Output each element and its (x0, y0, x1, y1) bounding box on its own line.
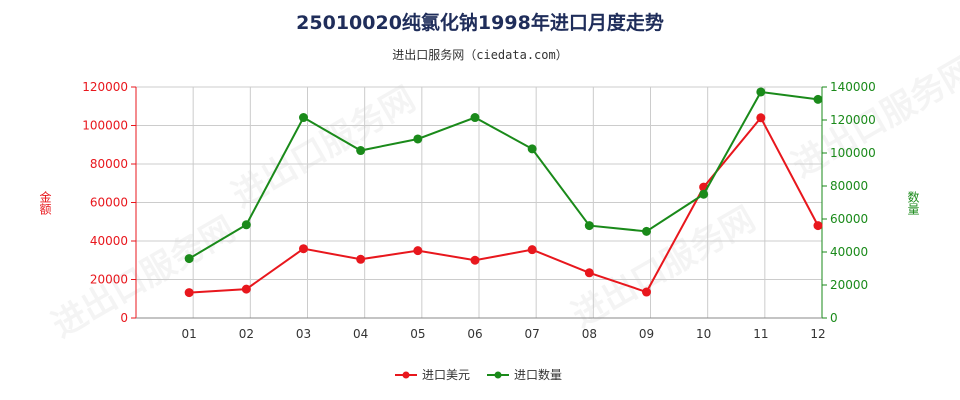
x-tick-label-03: 03 (296, 327, 311, 341)
y-right-tick-label-1: 20000 (830, 278, 868, 292)
series-0-point-08 (584, 268, 594, 278)
y-left-tick-label-4: 80000 (90, 157, 128, 171)
series-1-point-04 (356, 146, 366, 156)
y-right-tick-label-7: 140000 (830, 80, 876, 94)
x-tick-label-01: 01 (182, 327, 197, 341)
y-left-tick-label-2: 40000 (90, 234, 128, 248)
x-tick-label-06: 06 (467, 327, 482, 341)
series-line-1 (188, 90, 819, 260)
chart-title: 25010020纯氯化钠1998年进口月度走势 (296, 12, 664, 34)
legend-label-0: 进口美元 (422, 368, 470, 382)
series-0-point-05 (413, 246, 423, 256)
series-1-point-09 (641, 226, 651, 236)
series-1-point-03 (298, 113, 308, 123)
x-tick-label-10: 10 (696, 327, 711, 341)
series-0-point-01 (184, 288, 194, 298)
series-1-point-02 (241, 220, 251, 230)
x-tick-label-02: 02 (239, 327, 254, 341)
series-1-point-10 (699, 189, 709, 199)
series-0-point-07 (527, 245, 537, 255)
y-left-tick-label-1: 20000 (90, 273, 128, 287)
y-left-tick-label-6: 120000 (82, 80, 128, 94)
y-left-axis-title: 金额 (38, 190, 52, 216)
series-line-0 (189, 116, 819, 294)
y-right-tick-label-5: 100000 (830, 146, 876, 160)
y-right-tick-label-3: 60000 (830, 212, 868, 226)
series-1-point-11 (756, 87, 766, 97)
legend-marker-1 (494, 371, 502, 379)
y-right-tick-label-6: 120000 (830, 113, 876, 127)
y-left-tick-label-3: 60000 (90, 196, 128, 210)
x-tick-label-09: 09 (639, 327, 654, 341)
x-tick-label-04: 04 (353, 327, 368, 341)
series-1-point-12 (813, 94, 823, 104)
chart-subtitle: 进出口服务网（ciedata.com） (392, 48, 568, 62)
series-0-point-09 (641, 287, 651, 297)
series-1-point-06 (470, 113, 480, 123)
series-0-point-04 (356, 254, 366, 264)
x-tick-label-11: 11 (753, 327, 768, 341)
series-0-point-11 (756, 113, 766, 123)
y-right-tick-label-0: 0 (830, 311, 838, 325)
x-tick-label-07: 07 (525, 327, 540, 341)
legend-label-1: 进口数量 (514, 367, 562, 382)
series-1-point-05 (413, 134, 423, 144)
series-0-point-12 (813, 221, 823, 231)
y-left-tick-label-0: 0 (120, 311, 128, 325)
series-1-point-07 (527, 144, 537, 154)
x-tick-label-08: 08 (582, 327, 597, 341)
y-right-tick-label-2: 40000 (830, 245, 868, 259)
series-0-point-03 (298, 244, 308, 254)
x-tick-label-05: 05 (410, 327, 425, 341)
legend-marker-0 (402, 371, 410, 379)
y-right-tick-label-4: 80000 (830, 179, 868, 193)
x-tick-label-12: 12 (810, 327, 825, 341)
y-left-tick-label-5: 100000 (82, 119, 128, 133)
y-right-axis-title: 数量 (906, 190, 920, 215)
series-0-point-02 (241, 284, 251, 294)
series-1-point-08 (584, 221, 594, 231)
series-0-point-06 (470, 255, 480, 265)
series-1-point-01 (184, 254, 194, 264)
